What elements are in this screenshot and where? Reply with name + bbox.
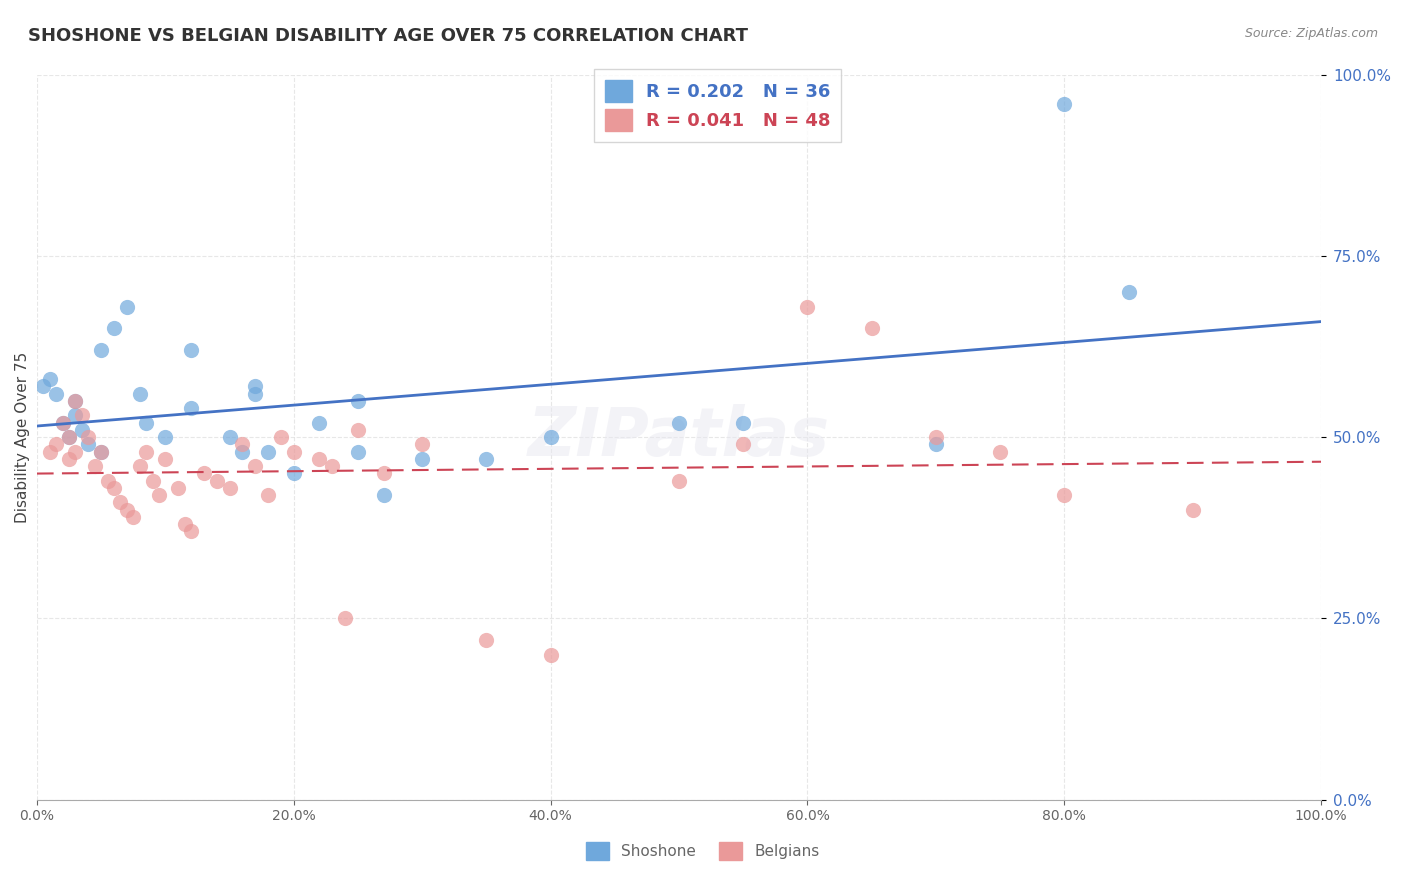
Point <box>122 510 145 524</box>
Point <box>1118 285 1140 299</box>
Point <box>925 437 948 451</box>
Point <box>173 517 195 532</box>
Point <box>257 444 280 458</box>
Point <box>45 386 67 401</box>
Point <box>58 430 80 444</box>
Point <box>65 393 87 408</box>
Point <box>70 409 93 423</box>
Point <box>411 437 433 451</box>
Point <box>103 481 125 495</box>
Point <box>38 372 60 386</box>
Point <box>347 423 370 437</box>
Point <box>32 379 55 393</box>
Point <box>65 409 87 423</box>
Y-axis label: Disability Age Over 75: Disability Age Over 75 <box>15 351 30 523</box>
Point <box>796 300 818 314</box>
Point <box>167 481 190 495</box>
Point <box>180 524 202 539</box>
Point <box>373 467 395 481</box>
Point <box>270 430 292 444</box>
Point <box>110 495 132 509</box>
Point <box>283 444 305 458</box>
Point <box>475 633 498 648</box>
Text: Source: ZipAtlas.com: Source: ZipAtlas.com <box>1244 27 1378 40</box>
Point <box>45 437 67 451</box>
Point <box>90 343 112 358</box>
Point <box>1181 502 1204 516</box>
Point <box>373 488 395 502</box>
Point <box>411 451 433 466</box>
Point <box>668 416 690 430</box>
Legend: R = 0.202   N = 36, R = 0.041   N = 48: R = 0.202 N = 36, R = 0.041 N = 48 <box>593 69 841 142</box>
Point <box>988 444 1011 458</box>
Point <box>180 343 202 358</box>
Point <box>283 467 305 481</box>
Point <box>38 444 60 458</box>
Point <box>205 474 228 488</box>
Legend: Shoshone, Belgians: Shoshone, Belgians <box>581 836 825 866</box>
Point <box>540 430 562 444</box>
Point <box>155 430 177 444</box>
Point <box>103 321 125 335</box>
Point <box>347 444 370 458</box>
Point <box>218 430 240 444</box>
Point <box>90 444 112 458</box>
Point <box>141 474 163 488</box>
Point <box>135 444 157 458</box>
Point <box>65 393 87 408</box>
Point <box>77 437 100 451</box>
Point <box>231 444 253 458</box>
Point <box>925 430 948 444</box>
Point <box>180 401 202 416</box>
Point <box>115 502 138 516</box>
Point <box>1053 488 1076 502</box>
Point <box>115 300 138 314</box>
Point <box>475 451 498 466</box>
Point <box>257 488 280 502</box>
Point <box>733 437 755 451</box>
Point <box>245 386 267 401</box>
Point <box>245 459 267 474</box>
Point <box>65 444 87 458</box>
Point <box>135 416 157 430</box>
Point <box>733 416 755 430</box>
Point <box>90 444 112 458</box>
Point <box>860 321 883 335</box>
Point <box>58 430 80 444</box>
Point <box>231 437 253 451</box>
Point <box>308 451 330 466</box>
Point <box>347 393 370 408</box>
Point <box>668 474 690 488</box>
Point <box>308 416 330 430</box>
Point <box>540 648 562 662</box>
Text: ZIPatlas: ZIPatlas <box>529 404 830 470</box>
Point <box>58 451 80 466</box>
Point <box>193 467 215 481</box>
Point <box>218 481 240 495</box>
Point <box>77 430 100 444</box>
Text: SHOSHONE VS BELGIAN DISABILITY AGE OVER 75 CORRELATION CHART: SHOSHONE VS BELGIAN DISABILITY AGE OVER … <box>28 27 748 45</box>
Point <box>52 416 75 430</box>
Point <box>321 459 343 474</box>
Point <box>128 459 150 474</box>
Point <box>245 379 267 393</box>
Point <box>148 488 170 502</box>
Point <box>1053 96 1076 111</box>
Point <box>333 611 356 625</box>
Point <box>97 474 120 488</box>
Point <box>83 459 105 474</box>
Point <box>70 423 93 437</box>
Point <box>52 416 75 430</box>
Point <box>128 386 150 401</box>
Point <box>155 451 177 466</box>
